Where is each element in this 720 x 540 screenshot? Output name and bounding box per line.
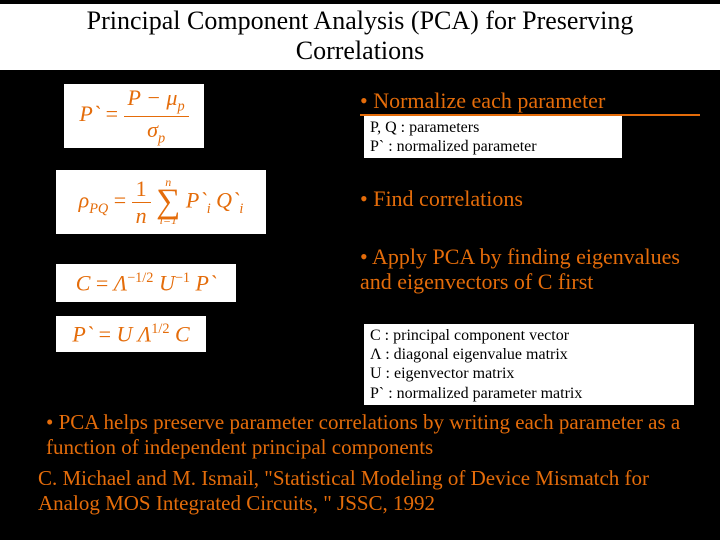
eq3-e1: −1/2 bbox=[127, 270, 153, 286]
eq2-term1: P` bbox=[186, 187, 207, 212]
step-correlations: • Find correlations bbox=[360, 186, 700, 211]
eq2-term2: Q` bbox=[216, 187, 239, 212]
note2-line1: C : principal component vector bbox=[370, 326, 688, 345]
citation-text: C. Michael and M. Ismail, "Statistical M… bbox=[38, 466, 698, 516]
eq2-lhs-sub: PQ bbox=[89, 200, 108, 216]
eq2-sum-bot: i=1 bbox=[160, 216, 177, 226]
eq3-e2: −1 bbox=[175, 270, 190, 286]
eq3-r2: U bbox=[159, 270, 175, 295]
eq3-r1: Λ bbox=[114, 270, 127, 295]
eq2-term1-sub: i bbox=[207, 200, 211, 216]
note-parameters: P, Q : parameters P` : normalized parame… bbox=[364, 116, 622, 158]
eq3-r3: P` bbox=[196, 270, 217, 295]
eq3-lhs: C bbox=[76, 270, 91, 295]
eq2-term2-sub: i bbox=[239, 200, 243, 216]
step-apply-pca: • Apply PCA by finding eigenvalues and e… bbox=[360, 244, 710, 295]
note2-line4: P` : normalized parameter matrix bbox=[370, 384, 688, 403]
slide-title: Principal Component Analysis (PCA) for P… bbox=[0, 4, 720, 70]
equation-correlation: ρPQ = 1 n ∑ n i=1 P`i Q`i bbox=[56, 170, 266, 234]
eq1-num: P − μ bbox=[128, 85, 178, 110]
note1-line2: P` : normalized parameter bbox=[370, 137, 616, 156]
eq1-lhs: P` bbox=[79, 101, 100, 126]
eq4-r3: C bbox=[175, 321, 190, 346]
eq1-den: σ bbox=[147, 117, 158, 142]
eq1-den-sub: p bbox=[158, 130, 165, 146]
equation-pca-forward: C = Λ−1/2 U−1 P` bbox=[56, 264, 236, 302]
equation-normalize: P` = P − μp σp bbox=[64, 84, 204, 148]
note2-line2: Λ : diagonal eigenvalue matrix bbox=[370, 345, 688, 364]
summary-text: • PCA helps preserve parameter correlati… bbox=[46, 410, 686, 460]
eq2-frac-den: n bbox=[132, 203, 151, 229]
equation-pca-inverse: P` = U Λ1/2 C bbox=[56, 316, 206, 352]
note2-line3: U : eigenvector matrix bbox=[370, 364, 688, 383]
eq4-r1: U bbox=[117, 321, 133, 346]
step-normalize: • Normalize each parameter bbox=[360, 88, 700, 116]
eq4-e2: 1/2 bbox=[151, 321, 169, 337]
eq4-r2: Λ bbox=[138, 321, 151, 346]
eq2-frac-num: 1 bbox=[132, 176, 151, 203]
eq1-num-sub: p bbox=[177, 99, 184, 115]
eq4-lhs: P` bbox=[72, 321, 93, 346]
eq2-sum-top: n bbox=[165, 178, 171, 188]
eq2-lhs: ρ bbox=[79, 187, 90, 212]
note-matrices: C : principal component vector Λ : diago… bbox=[364, 324, 694, 405]
note1-line1: P, Q : parameters bbox=[370, 118, 616, 137]
